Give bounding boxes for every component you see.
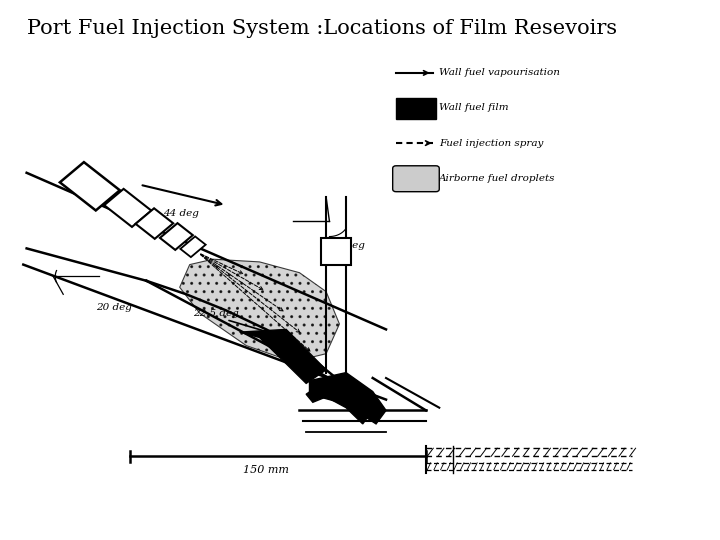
Polygon shape [306,381,373,424]
Text: Airborne fuel droplets: Airborne fuel droplets [439,174,556,183]
Polygon shape [180,237,206,257]
Polygon shape [240,329,326,383]
Text: 65 deg: 65 deg [330,241,365,250]
Polygon shape [180,259,339,362]
Polygon shape [104,189,151,227]
Text: 44 deg: 44 deg [163,209,199,218]
Polygon shape [135,208,174,239]
Polygon shape [160,223,193,250]
Bar [396,98,436,119]
Text: Wall fuel film: Wall fuel film [439,104,509,112]
Text: Port Fuel Injection System :Locations of Film Resevoirs: Port Fuel Injection System :Locations of… [27,19,617,38]
Polygon shape [321,238,351,265]
Text: 22.5 deg: 22.5 deg [193,309,239,318]
Text: 20 deg: 20 deg [96,303,132,312]
Polygon shape [60,162,120,211]
Polygon shape [310,373,386,424]
Text: Fuel injection spray: Fuel injection spray [439,139,544,147]
Text: 150 mm: 150 mm [243,465,289,476]
Text: Wall fuel vapourisation: Wall fuel vapourisation [439,69,560,77]
FancyBboxPatch shape [392,166,439,192]
